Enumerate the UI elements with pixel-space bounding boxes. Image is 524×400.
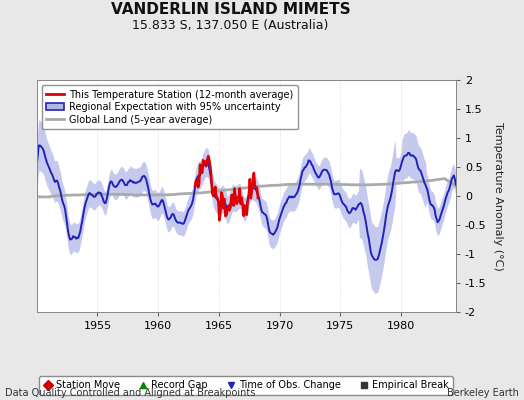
Text: 15.833 S, 137.050 E (Australia): 15.833 S, 137.050 E (Australia) bbox=[133, 19, 329, 32]
Legend: Station Move, Record Gap, Time of Obs. Change, Empirical Break: Station Move, Record Gap, Time of Obs. C… bbox=[39, 376, 453, 395]
Text: VANDERLIN ISLAND MIMETS: VANDERLIN ISLAND MIMETS bbox=[111, 2, 351, 17]
Text: Data Quality Controlled and Aligned at Breakpoints: Data Quality Controlled and Aligned at B… bbox=[5, 388, 256, 398]
Text: Berkeley Earth: Berkeley Earth bbox=[447, 388, 519, 398]
Y-axis label: Temperature Anomaly (°C): Temperature Anomaly (°C) bbox=[493, 122, 503, 270]
